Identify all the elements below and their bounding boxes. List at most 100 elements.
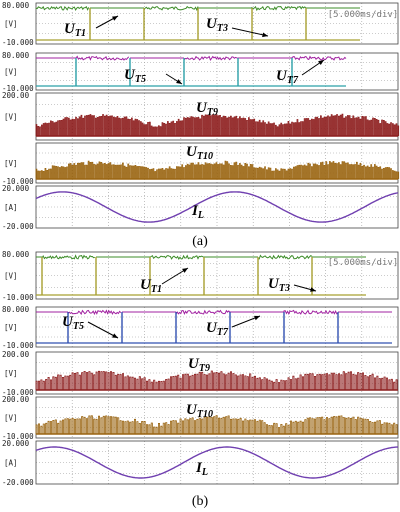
scope-frame — [35, 396, 399, 439]
pwm-trace — [35, 415, 398, 435]
y-unit-label: [V] — [4, 414, 18, 423]
y-min-tick: -10.000 — [2, 432, 34, 441]
trace-high — [283, 309, 339, 315]
y-min-tick: -10.000 — [2, 38, 34, 47]
y-max-tick: 80.000 — [2, 51, 30, 60]
label-ut5: UT5 — [62, 314, 84, 332]
trace-il — [35, 191, 399, 223]
annotation-arrow — [231, 27, 269, 37]
y-unit-label: [V] — [4, 369, 18, 378]
label-ut5-sub: T5 — [73, 321, 84, 332]
label-ut7-sub: T7 — [217, 327, 229, 338]
trace-t10 — [35, 415, 398, 435]
trace-il — [35, 446, 399, 479]
label-ut7-sub: T7 — [287, 75, 299, 86]
trace-t1-t3 — [36, 254, 366, 296]
label-ut10-sub: T10 — [197, 409, 213, 420]
label-il-main: I — [195, 460, 203, 476]
trace-high — [291, 55, 347, 61]
scope-frame — [35, 351, 399, 395]
arrow-head — [310, 287, 316, 292]
y-max-tick: 200.00 — [2, 395, 30, 404]
label-ut9-sub: T9 — [207, 107, 218, 118]
y-max-tick: 20.000 — [2, 439, 30, 448]
label-ut7: UT7 — [206, 320, 229, 338]
y-unit-label: [V] — [4, 272, 18, 281]
label-il-sub: L — [201, 467, 208, 478]
arrow-head — [262, 32, 268, 38]
label-ut7-main: U — [276, 68, 288, 84]
arrow-head — [112, 333, 118, 338]
pwm-trace — [35, 370, 398, 391]
trace-high — [251, 5, 307, 12]
y-unit-label: [V] — [4, 20, 18, 29]
label-il-main: I — [191, 203, 199, 219]
time-division-readout: [5.000ms/div] — [328, 10, 398, 20]
arrow-head — [112, 16, 118, 21]
label-ut1: UT1 — [64, 21, 86, 39]
label-il-sub: L — [197, 210, 204, 221]
y-unit-label: [A] — [4, 459, 18, 468]
y-max-tick: 20.000 — [2, 184, 30, 193]
scope-frame — [35, 142, 399, 184]
label-ut3-main: U — [268, 276, 280, 292]
y-unit-label: [V] — [4, 68, 18, 77]
trace-high — [143, 5, 199, 12]
trace-t9 — [35, 370, 398, 391]
label-ut10: UT10 — [186, 144, 213, 162]
trace-high — [257, 254, 313, 260]
y-max-tick: 80.000 — [2, 250, 30, 259]
trace-high — [35, 5, 90, 11]
label-ut3: UT3 — [206, 16, 228, 34]
trace-high — [41, 254, 95, 260]
label-ut1-main: U — [64, 21, 76, 37]
trace-t5-t7 — [36, 55, 347, 87]
y-max-tick: 200.00 — [2, 350, 30, 359]
label-ut9-main: U — [196, 100, 208, 116]
trace-t9 — [35, 113, 400, 137]
y-max-tick: 200.00 — [2, 91, 30, 100]
scope-frame — [35, 251, 399, 300]
label-ut10: UT10 — [186, 402, 213, 420]
trace-high — [149, 254, 205, 261]
arrow-head — [318, 60, 324, 66]
label-ut3-sub: T3 — [217, 23, 228, 34]
trace-high — [183, 55, 239, 62]
y-unit-label: [V] — [4, 159, 18, 168]
label-ut7-main: U — [206, 320, 218, 336]
y-min-tick: -10.000 — [2, 84, 34, 93]
y-min-tick: -20.000 — [2, 478, 34, 487]
label-ut9: UT9 — [196, 100, 218, 118]
scope-frame — [35, 92, 399, 141]
pwm-trace — [35, 160, 400, 180]
trace-t1-t3 — [35, 5, 360, 41]
y-min-tick: -10.000 — [2, 341, 34, 350]
label-ut1-sub: T1 — [75, 28, 86, 39]
arrow-head — [182, 268, 188, 273]
label-ut10-sub: T10 — [197, 151, 213, 162]
trace-high — [67, 309, 122, 316]
scope-frame — [35, 306, 399, 348]
y-min-tick: -10.000 — [2, 177, 34, 186]
panel-a-caption: (a) — [192, 234, 208, 249]
y-unit-label: [A] — [4, 203, 18, 212]
label-ut5: UT5 — [124, 67, 146, 85]
scope-frame — [35, 52, 399, 91]
label-ut10-main: U — [186, 144, 198, 160]
trace-high — [75, 55, 130, 61]
label-il: IL — [191, 203, 204, 221]
label-ut5-main: U — [124, 67, 136, 83]
trace-high — [175, 309, 231, 316]
y-min-tick: -20.000 — [2, 222, 34, 231]
label-ut5-sub: T5 — [135, 74, 146, 85]
y-min-tick: -10.000 — [2, 293, 34, 302]
trace-t5-t7 — [36, 309, 392, 344]
y-min-tick: -10.000 — [2, 388, 34, 397]
arrow-head — [254, 315, 260, 321]
label-ut1: UT1 — [140, 277, 162, 295]
label-ut7: UT7 — [276, 68, 299, 86]
y-unit-label: [V] — [4, 113, 18, 122]
y-unit-label: [V] — [4, 323, 18, 332]
scope-frame — [35, 185, 399, 229]
